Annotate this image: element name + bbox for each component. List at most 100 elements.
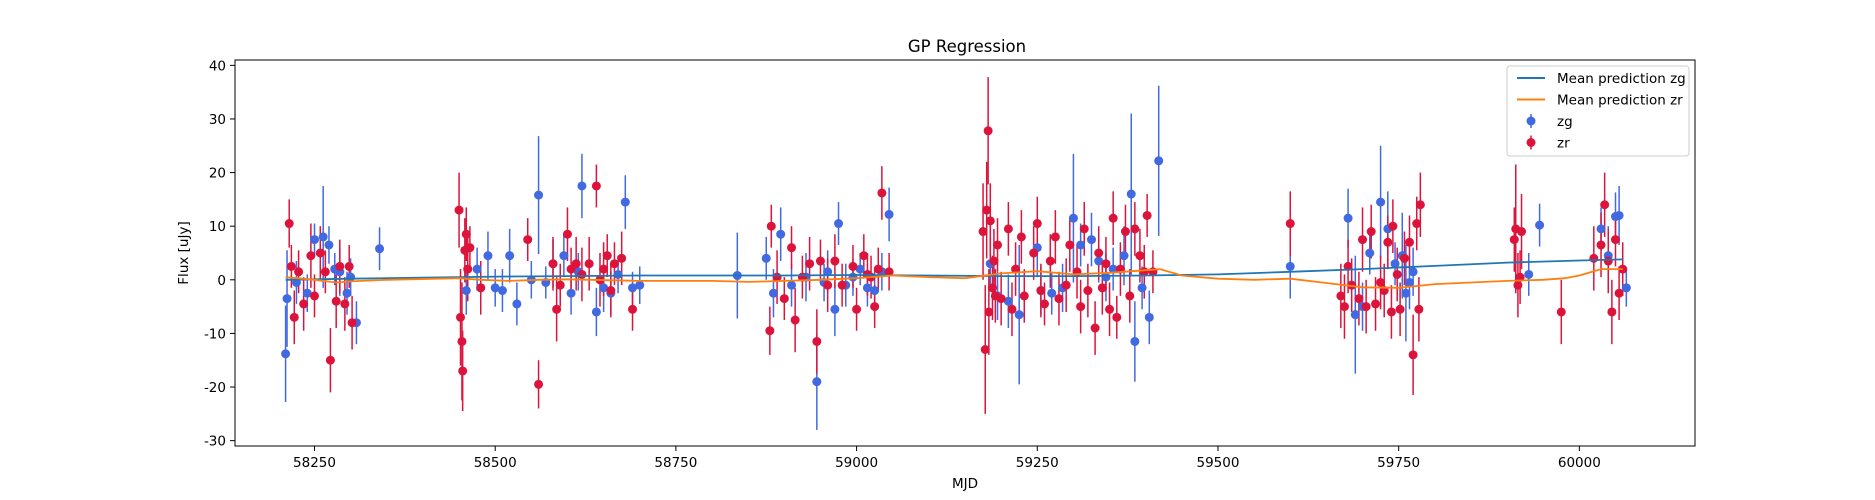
zr-data-point [1045, 256, 1055, 266]
zg-data-point [855, 264, 865, 274]
zg-data-point [599, 283, 609, 293]
zg-data-point [1350, 310, 1360, 320]
zg-data-point [559, 251, 569, 261]
zr-data-point [628, 304, 638, 314]
legend-box [1506, 65, 1690, 157]
zr-data-point [1125, 291, 1135, 301]
zg-data-point [324, 240, 334, 250]
zr-data-point [1029, 248, 1039, 258]
zr-data-point [344, 261, 354, 271]
zr-data-point [830, 256, 840, 266]
zg-data-point [884, 209, 894, 219]
zr-data-point [476, 283, 486, 293]
zr-data-point [1358, 235, 1368, 245]
zr-data-point [1339, 302, 1349, 312]
zr-data-point [552, 304, 562, 314]
zr-data-point [599, 264, 609, 274]
zr-data-point [523, 235, 533, 245]
zr-data-point [859, 251, 869, 261]
y-tick-label: 20 [209, 166, 226, 182]
plot-background [235, 60, 1695, 446]
legend-marker-swatch [1526, 116, 1536, 126]
zr-data-point [294, 267, 304, 277]
zg-data-point [1390, 259, 1400, 269]
zg-data-point [505, 251, 515, 261]
zr-data-point [877, 188, 887, 198]
plot-area [234, 59, 1696, 447]
zr-data-point [790, 315, 800, 325]
zr-data-point [1607, 307, 1617, 317]
zg-data-point [628, 283, 638, 293]
zr-data-point [989, 256, 999, 266]
zr-data-point [1366, 227, 1376, 237]
zr-data-point [1343, 261, 1353, 271]
zr-data-point [306, 251, 316, 261]
zr-data-point [284, 219, 294, 229]
zr-data-point [1399, 253, 1409, 263]
zg-data-point [848, 272, 858, 282]
plot-frame [234, 59, 1696, 447]
zr-data-point [852, 304, 862, 314]
zr-data-point [1011, 264, 1021, 274]
zg-data-point [620, 197, 630, 207]
zr-data-point [765, 326, 775, 336]
zr-data-point [315, 248, 325, 258]
zr-data-point [534, 379, 544, 389]
y-tick-label: 40 [209, 58, 226, 74]
zg-data-point [342, 288, 352, 298]
zr-data-point [457, 336, 467, 346]
zg-data-point [1126, 189, 1136, 199]
zr-data-point [1065, 240, 1075, 250]
zr-data-point [873, 264, 883, 274]
x-tick-label: 59500 [1196, 455, 1239, 471]
zg-data-point [812, 377, 822, 387]
zr-data-point [1371, 299, 1381, 309]
y-tick-label: 10 [209, 219, 226, 235]
zr-data-point [548, 259, 558, 269]
zr-data-point [1412, 219, 1422, 229]
zr-data-point [1054, 294, 1064, 304]
zg-data-point [1119, 251, 1129, 261]
zr-data-point [983, 126, 993, 136]
zg-data-point [761, 253, 771, 263]
zr-data-point [1395, 304, 1405, 314]
zr-data-point [1405, 237, 1415, 247]
zr-data-point [1618, 264, 1628, 274]
zg-data-point [834, 219, 844, 229]
zg-data-point [472, 264, 482, 274]
zr-data-point [993, 240, 1003, 250]
zg-data-point [862, 283, 872, 293]
zg-data-point [1621, 283, 1631, 293]
zr-data-point [1090, 323, 1100, 333]
zr-data-point [310, 291, 320, 301]
zg-data-point [1094, 256, 1104, 266]
zg-data-point [1101, 272, 1111, 282]
zr-data-point [1050, 232, 1060, 242]
zr-data-point [1079, 224, 1089, 234]
zg-data-point [534, 190, 544, 200]
zg-data-point [318, 232, 328, 242]
x-tick-label: 59000 [835, 455, 878, 471]
zr-data-point [1019, 291, 1029, 301]
zg-data-point [577, 181, 587, 191]
zg-data-point [1614, 210, 1624, 220]
x-axis: 58250 58500 58750 59000 59250 59500 59750 60000 [293, 446, 1601, 471]
zr-data-point [1610, 235, 1620, 245]
zr-data-point [766, 221, 776, 231]
zr-data-point [1336, 291, 1346, 301]
zr-data-point [289, 312, 299, 322]
zr-data-point [779, 294, 789, 304]
zg-data-point [1130, 336, 1140, 346]
y-tick-label: -30 [204, 434, 226, 450]
x-tick-label: 58750 [654, 455, 697, 471]
zr-data-point [978, 227, 988, 237]
zr-data-point [286, 261, 296, 271]
zr-data-point [1101, 259, 1111, 269]
zr-data-point [1016, 232, 1026, 242]
zr-data-point [1108, 213, 1118, 223]
zr-data-point [606, 286, 616, 296]
zr-data-point [1120, 227, 1130, 237]
zr-data-point [837, 280, 847, 290]
zg-data-point [1376, 197, 1386, 207]
zg-data-point [1535, 220, 1545, 230]
